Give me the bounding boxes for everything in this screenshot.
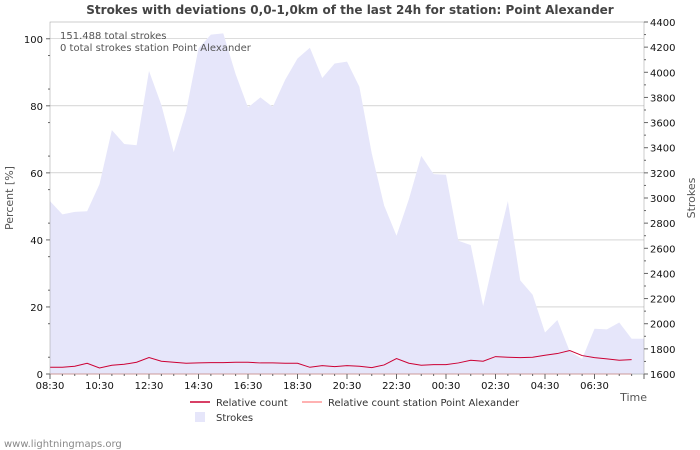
x-tick-label-16:30: 16:30 <box>234 381 263 392</box>
total-strokes-annotation: 151.488 total strokes <box>60 31 167 42</box>
legend: Relative count Relative count station Po… <box>190 398 520 424</box>
y-right-tick-label-3200: 3200 <box>650 169 675 180</box>
x-tick-label-04:30: 04:30 <box>531 381 560 392</box>
y-right-tick-label-1800: 1800 <box>650 345 675 356</box>
x-tick-label-06:30: 06:30 <box>580 381 609 392</box>
relative-count-line <box>50 350 632 369</box>
y-left-tick-label-100: 100 <box>24 35 43 46</box>
y-left-tick-label-60: 60 <box>30 169 43 180</box>
y-right-tick-label-3800: 3800 <box>650 93 675 104</box>
x-axis-title: Time <box>619 391 647 404</box>
strokes-area <box>50 33 644 375</box>
x-tick-label-00:30: 00:30 <box>432 381 461 392</box>
y-right-tick-label-2200: 2200 <box>650 295 675 306</box>
x-tick-label-12:30: 12:30 <box>135 381 164 392</box>
legend-station-label: Relative count station Point Alexander <box>328 398 520 409</box>
legend-relative-count-label: Relative count <box>216 398 288 409</box>
x-tick-label-02:30: 02:30 <box>481 381 510 392</box>
y-left-tick-label-80: 80 <box>30 102 43 113</box>
y-right-tick-label-2400: 2400 <box>650 269 675 280</box>
y-left-tick-label-20: 20 <box>30 303 43 314</box>
y-right-tick-label-2000: 2000 <box>650 320 675 331</box>
y-right-tick-label-2800: 2800 <box>650 219 675 230</box>
x-tick-label-10:30: 10:30 <box>85 381 114 392</box>
y-right-tick-label-3600: 3600 <box>650 119 675 130</box>
y-right-axis-title: Strokes <box>685 177 698 218</box>
chart-title: Strokes with deviations 0,0-1,0km of the… <box>86 3 614 17</box>
legend-strokes-swatch <box>195 412 205 422</box>
y-right-tick-label-4400: 4400 <box>650 18 675 29</box>
x-tick-label-14:30: 14:30 <box>184 381 213 392</box>
y-right-tick-label-3000: 3000 <box>650 194 675 205</box>
y-right-tick-label-2600: 2600 <box>650 244 675 255</box>
x-tick-label-08:30: 08:30 <box>36 381 65 392</box>
y-left-tick-label-40: 40 <box>30 236 43 247</box>
y-right-tick-label-3400: 3400 <box>650 144 675 155</box>
credit-text: www.lightningmaps.org <box>4 439 122 450</box>
x-tick-label-20:30: 20:30 <box>333 381 362 392</box>
x-tick-label-18:30: 18:30 <box>283 381 312 392</box>
y-left-axis-title: Percent [%] <box>3 166 16 230</box>
axes: 0 20 40 60 80 100 1600 1800 2000 2200 2400 2600 2800… <box>24 18 676 392</box>
y-right-tick-label-4000: 4000 <box>650 68 675 79</box>
station-strokes-annotation: 0 total strokes station Point Alexander <box>60 43 252 54</box>
y-right-tick-label-4200: 4200 <box>650 43 675 54</box>
x-tick-label-22:30: 22:30 <box>382 381 411 392</box>
y-left-tick-label-0: 0 <box>37 370 43 381</box>
y-right-tick-label-1600: 1600 <box>650 370 675 381</box>
legend-strokes-label: Strokes <box>216 413 253 424</box>
